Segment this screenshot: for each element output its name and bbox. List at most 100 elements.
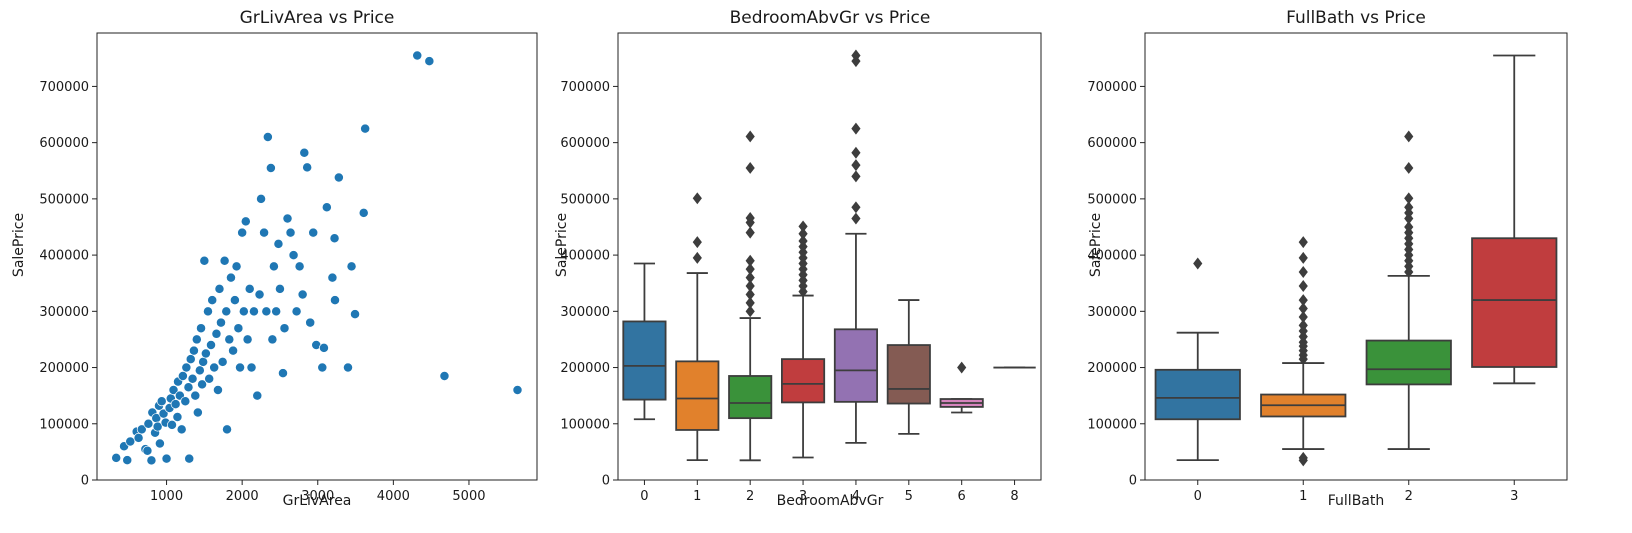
y-tick-label: 200000 [39, 361, 89, 376]
y-tick-label: 500000 [39, 192, 89, 207]
scatter-point [187, 373, 198, 384]
box-body [622, 320, 667, 401]
scatter-point [317, 362, 328, 373]
outlier-point [851, 49, 861, 62]
scatter-point [252, 390, 263, 401]
plot-frame [96, 32, 538, 481]
scatter-point [216, 317, 226, 328]
y-tick-label: 100000 [560, 417, 610, 432]
y-tick-label: 400000 [39, 249, 89, 264]
box-4 [833, 49, 878, 444]
scatter-point [268, 261, 279, 272]
scatter-point [265, 162, 276, 173]
scatter-point [136, 424, 147, 435]
outlier-point [851, 170, 861, 183]
y-tick-label: 100000 [39, 417, 89, 432]
chart-title: GrLivArea vs Price [240, 8, 395, 28]
outlier-point [745, 130, 755, 143]
box-5 [886, 299, 931, 435]
x-tick-label: 3 [1510, 489, 1518, 504]
box-body [1471, 237, 1558, 368]
outlier-point [745, 161, 755, 174]
scatter-point [228, 345, 239, 356]
y-tick-label: 700000 [1087, 80, 1137, 95]
scatter-point [271, 306, 282, 317]
y-tick-label: 200000 [560, 361, 610, 376]
outlier-point [1404, 221, 1414, 233]
scatter-point [273, 238, 284, 249]
axis-ticks: 0 100000 200000 300000 400000 500000 600000 700… [1087, 80, 1518, 504]
scatter-point [199, 255, 210, 266]
scatter-point [231, 261, 242, 272]
scatter-point [229, 295, 240, 306]
outlier-point [798, 227, 808, 240]
x-tick-label: 1 [693, 489, 701, 504]
box-6 [939, 361, 984, 414]
scatter-point [214, 283, 225, 294]
scatter-point [329, 233, 340, 244]
x-tick-label: 1 [1299, 489, 1307, 504]
box-marks [622, 49, 1036, 462]
y-tick-label: 400000 [1087, 249, 1137, 264]
box-0 [1154, 257, 1241, 462]
scatter-point [143, 418, 154, 429]
x-axis-label: GrLivArea [283, 493, 352, 509]
outlier-point [1404, 192, 1414, 205]
box-marks [1154, 54, 1558, 467]
y-tick-label: 700000 [560, 80, 610, 95]
outlier-point [745, 226, 755, 239]
scatter-point [237, 227, 248, 238]
outlier-point [1298, 302, 1308, 315]
scatter-point [211, 328, 222, 339]
x-tick-label: 3 [799, 489, 807, 504]
outlier-point [745, 280, 755, 292]
y-tick-label: 300000 [560, 305, 610, 320]
plot-frame [1144, 32, 1568, 481]
y-tick-label: 100000 [1087, 417, 1137, 432]
box-1 [1260, 236, 1347, 467]
scatter-point [261, 306, 272, 317]
outlier-point [1298, 319, 1308, 332]
x-tick-label: 2000 [226, 489, 259, 504]
scatter-point [350, 309, 360, 320]
scatter-point [176, 424, 187, 435]
scatter-point [172, 412, 183, 422]
outlier-point [1404, 201, 1414, 214]
scatter-point [167, 419, 177, 430]
x-tick-label: 8 [1010, 489, 1018, 504]
x-tick-label: 2 [746, 489, 754, 504]
box-body [728, 375, 773, 420]
outlier-point [957, 361, 967, 374]
outlier-point [1298, 280, 1308, 292]
scatter-point [142, 445, 153, 456]
y-tick-label: 600000 [560, 136, 610, 151]
x-tick-label: 0 [640, 489, 648, 504]
scatter-point [246, 362, 257, 373]
box-body [675, 360, 720, 431]
scatter-point [196, 323, 206, 334]
box-0 [622, 262, 667, 421]
scatter-point [207, 295, 218, 306]
outlier-point [851, 212, 861, 225]
axis-ticks: 0 100000 200000 300000 400000 500000 600000 700… [39, 80, 485, 504]
outlier-point [745, 254, 755, 267]
boxplot-panel-bedroomabvgr: BedroomAbvGr vs Price BedroomAbvGr SaleP… [554, 8, 1042, 509]
scatter-point [122, 455, 133, 466]
outlier-point [1404, 130, 1414, 143]
outlier-point [1298, 251, 1308, 264]
x-axis-label: BedroomAbvGr [777, 493, 884, 509]
scatter-point [197, 379, 208, 390]
x-axis-label: FullBath [1328, 493, 1385, 509]
scatter-point [133, 432, 144, 443]
scatter-point [233, 323, 244, 334]
scatter-point [180, 396, 191, 407]
box-3 [781, 220, 826, 459]
scatter-point [346, 261, 357, 272]
scatter-point [305, 317, 316, 328]
scatter-point [267, 334, 278, 345]
scatter-point [224, 334, 235, 345]
scatter-point [248, 306, 259, 317]
scatter-point [291, 306, 302, 317]
scatter-point [184, 453, 195, 464]
